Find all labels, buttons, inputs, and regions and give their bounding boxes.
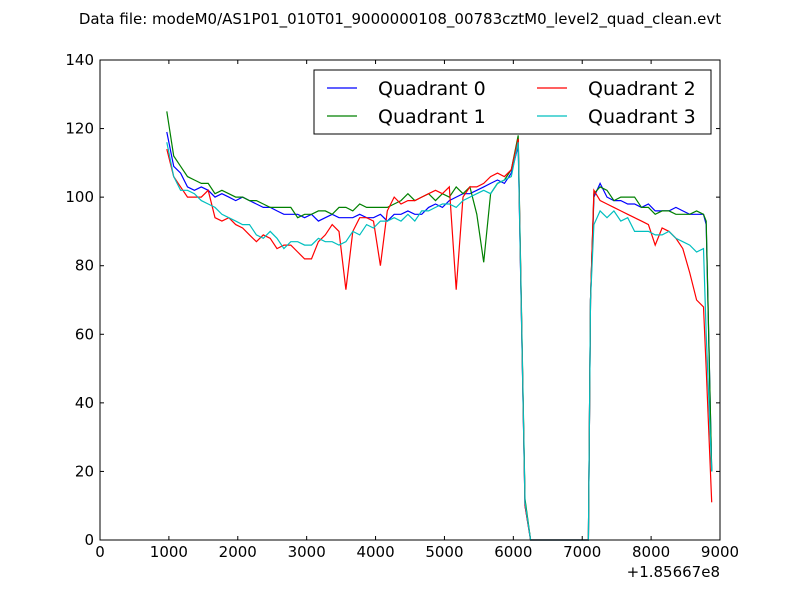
x-tick-label: 5000 — [425, 543, 463, 561]
x-tick-label: 4000 — [356, 543, 394, 561]
x-tick-label: 0 — [95, 543, 105, 561]
series-line-quadrant-0 — [166, 131, 713, 541]
x-tick-label: 8000 — [632, 543, 670, 561]
x-axis-offset-label: +1.85667e8 — [627, 563, 720, 581]
legend: Quadrant 0 Quadrant 1 Quadrant 2 Quadrant 3 — [313, 69, 712, 135]
x-tick-label: 7000 — [563, 543, 601, 561]
plot-frame — [99, 59, 721, 541]
y-tick-label: 120 — [65, 120, 94, 138]
y-tick-label: 140 — [65, 51, 94, 69]
legend-label-quadrant-1: Quadrant 1 — [378, 106, 486, 128]
x-tick-label: 2000 — [219, 543, 257, 561]
legend-label-quadrant-0: Quadrant 0 — [378, 78, 486, 100]
axes-layer: 0 1000 2000 3000 4000 5000 6000 7000 8000 9000 0 20… — [65, 51, 739, 561]
legend-label-quadrant-3: Quadrant 3 — [588, 106, 696, 128]
series-line-quadrant-3 — [166, 142, 713, 541]
x-tick-label: 9000 — [701, 543, 739, 561]
y-tick-label: 80 — [75, 257, 94, 275]
legend-label-quadrant-2: Quadrant 2 — [588, 78, 696, 100]
legend-box — [313, 69, 712, 135]
y-tick-label: 60 — [75, 325, 94, 343]
y-tick-label: 40 — [75, 394, 94, 412]
y-tick-label: 20 — [75, 462, 94, 480]
x-tick-label: 1000 — [150, 543, 188, 561]
series-line-quadrant-2 — [166, 138, 713, 541]
series-layer — [166, 111, 713, 541]
x-tick-label: 6000 — [494, 543, 532, 561]
chart-title: Data file: modeM0/AS1P01_010T01_90000001… — [79, 10, 721, 29]
y-tick-label: 0 — [84, 531, 94, 549]
series-line-quadrant-1 — [166, 111, 713, 541]
x-tick-label: 3000 — [288, 543, 326, 561]
y-tick-label: 100 — [65, 188, 94, 206]
